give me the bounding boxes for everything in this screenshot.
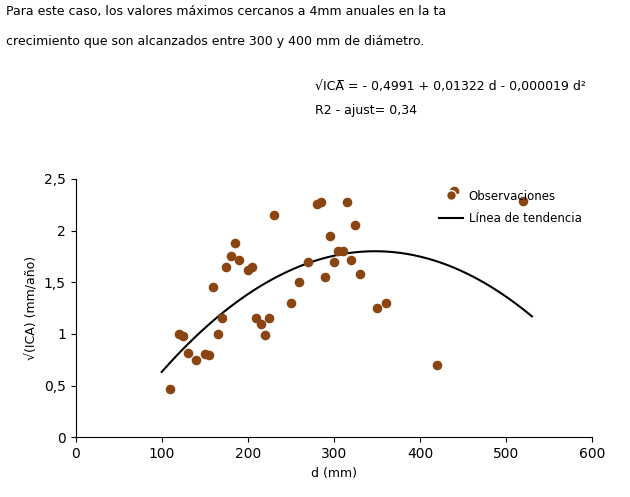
- Point: [200, 350, 210, 358]
- Y-axis label: √(ICA) (mm/año): √(ICA) (mm/año): [25, 256, 38, 360]
- Point: [312, 200, 322, 208]
- Point: [329, 257, 339, 265]
- Point: [183, 348, 193, 356]
- Point: [178, 332, 188, 340]
- Point: [346, 255, 356, 263]
- Legend: Observaciones, Línea de tendencia: Observaciones, Línea de tendencia: [435, 185, 587, 230]
- Point: [174, 330, 184, 338]
- Point: [324, 232, 335, 240]
- Point: [230, 239, 240, 247]
- Point: [234, 255, 244, 263]
- Point: [294, 278, 304, 286]
- Point: [247, 263, 257, 271]
- Text: crecimiento que son alcanzados entre 300 y 400 mm de diámetro.: crecimiento que son alcanzados entre 300…: [6, 35, 425, 48]
- Point: [217, 315, 227, 323]
- Point: [432, 361, 442, 369]
- Point: [251, 315, 261, 323]
- Point: [449, 187, 459, 195]
- Point: [372, 304, 382, 312]
- Point: [286, 299, 296, 307]
- Point: [338, 248, 348, 255]
- Point: [316, 198, 326, 206]
- Point: [191, 356, 201, 364]
- Point: [350, 222, 360, 230]
- Point: [381, 299, 391, 307]
- Text: R2 - ajust= 0,34: R2 - ajust= 0,34: [315, 104, 417, 117]
- X-axis label: d (mm): d (mm): [311, 467, 357, 480]
- Text: Para este caso, los valores máximos cercanos a 4mm anuales en la ta: Para este caso, los valores máximos cerc…: [6, 5, 447, 18]
- Point: [264, 315, 274, 323]
- Point: [518, 197, 529, 205]
- Point: [303, 257, 313, 265]
- Point: [320, 273, 330, 281]
- Point: [260, 331, 270, 339]
- Point: [221, 263, 231, 271]
- Point: [204, 351, 214, 359]
- Point: [268, 211, 278, 219]
- Point: [355, 270, 365, 278]
- Point: [341, 198, 352, 206]
- Point: [209, 283, 219, 291]
- Point: [226, 252, 236, 260]
- Point: [243, 266, 253, 274]
- Point: [165, 385, 175, 393]
- Point: [256, 320, 266, 328]
- Point: [212, 330, 222, 338]
- Point: [333, 248, 343, 255]
- Text: √ICA̅ = - 0,4991 + 0,01322 d - 0,000019 d²: √ICA̅ = - 0,4991 + 0,01322 d - 0,000019 …: [315, 80, 586, 92]
